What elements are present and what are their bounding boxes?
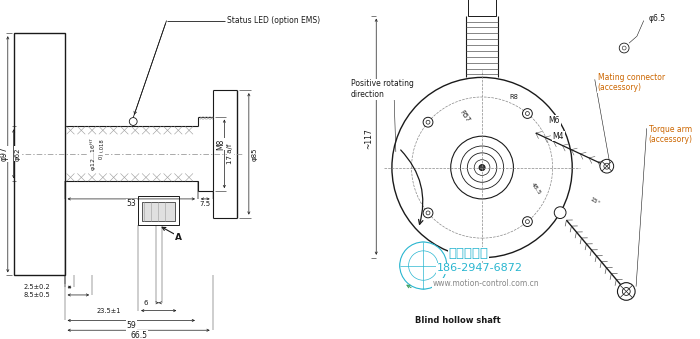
Text: 0): 0) xyxy=(99,154,104,164)
Text: φ85: φ85 xyxy=(252,147,258,161)
Circle shape xyxy=(622,46,626,50)
Bar xyxy=(142,202,176,221)
Bar xyxy=(468,0,496,16)
Circle shape xyxy=(451,136,513,199)
Circle shape xyxy=(479,165,485,171)
Text: Mating connector
(accessory): Mating connector (accessory) xyxy=(598,73,665,92)
Circle shape xyxy=(426,211,430,215)
Circle shape xyxy=(600,159,614,173)
Text: φ62: φ62 xyxy=(15,147,20,161)
Circle shape xyxy=(622,287,630,295)
Circle shape xyxy=(474,160,490,175)
Text: M8: M8 xyxy=(216,138,225,150)
Text: 53: 53 xyxy=(127,199,136,208)
Circle shape xyxy=(604,163,610,169)
Text: M6: M6 xyxy=(549,116,560,125)
Text: 6: 6 xyxy=(144,300,148,306)
Text: R57: R57 xyxy=(458,109,470,124)
Text: 186-2947-6872: 186-2947-6872 xyxy=(437,263,523,274)
Text: 59: 59 xyxy=(127,321,136,330)
Circle shape xyxy=(461,146,503,189)
Circle shape xyxy=(620,43,629,53)
Text: φ12...16$^{H7}$: φ12...16$^{H7}$ xyxy=(89,137,99,171)
Text: A: A xyxy=(175,233,182,242)
Circle shape xyxy=(426,120,430,124)
Circle shape xyxy=(423,117,433,127)
Bar xyxy=(138,196,179,225)
Text: 7.5: 7.5 xyxy=(199,201,211,207)
Text: M4: M4 xyxy=(552,132,564,141)
Bar xyxy=(14,33,64,275)
Text: 23.5±1: 23.5±1 xyxy=(96,307,120,314)
Circle shape xyxy=(409,251,438,280)
Text: R8: R8 xyxy=(509,94,518,100)
Text: 66.5: 66.5 xyxy=(130,331,147,339)
Circle shape xyxy=(522,108,532,118)
Text: 西安德伍拓: 西安德伍拓 xyxy=(449,247,489,260)
Text: Blind hollow shaft: Blind hollow shaft xyxy=(414,316,500,325)
Circle shape xyxy=(400,242,447,289)
Text: φ97: φ97 xyxy=(0,146,8,161)
Circle shape xyxy=(423,208,433,218)
Text: Torque arm
(accessory): Torque arm (accessory) xyxy=(649,124,693,144)
Text: 15°: 15° xyxy=(589,197,601,207)
Text: 17 a/f: 17 a/f xyxy=(228,144,233,164)
Circle shape xyxy=(526,220,529,224)
Circle shape xyxy=(130,118,137,125)
Circle shape xyxy=(412,97,552,238)
Text: (+0.018: (+0.018 xyxy=(99,138,104,160)
Circle shape xyxy=(392,77,572,258)
Circle shape xyxy=(554,207,566,219)
Text: www.motion-control.com.cn: www.motion-control.com.cn xyxy=(433,279,540,288)
Text: ~117: ~117 xyxy=(364,128,373,148)
Text: 48.5: 48.5 xyxy=(530,182,542,196)
Text: 8.5±0.5: 8.5±0.5 xyxy=(23,292,50,298)
Text: φ6.5: φ6.5 xyxy=(649,14,666,23)
Circle shape xyxy=(526,112,529,116)
Circle shape xyxy=(522,217,532,226)
Circle shape xyxy=(468,153,497,182)
Text: Status LED (option EMS): Status LED (option EMS) xyxy=(228,16,321,25)
Text: Positive rotating
direction: Positive rotating direction xyxy=(351,79,414,99)
Circle shape xyxy=(617,283,635,300)
Text: 2.5±0.2: 2.5±0.2 xyxy=(23,284,50,290)
